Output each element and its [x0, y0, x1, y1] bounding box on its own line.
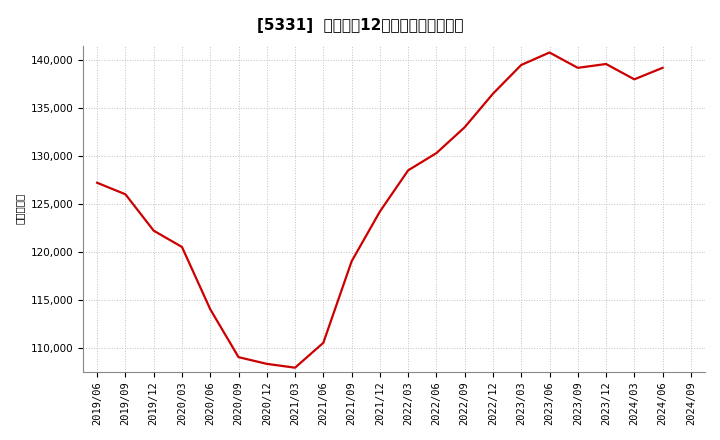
Text: [5331]  売上高の12か月移動合計の推移: [5331] 売上高の12か月移動合計の推移: [257, 18, 463, 33]
Y-axis label: （百万円）: （百万円）: [15, 193, 25, 224]
